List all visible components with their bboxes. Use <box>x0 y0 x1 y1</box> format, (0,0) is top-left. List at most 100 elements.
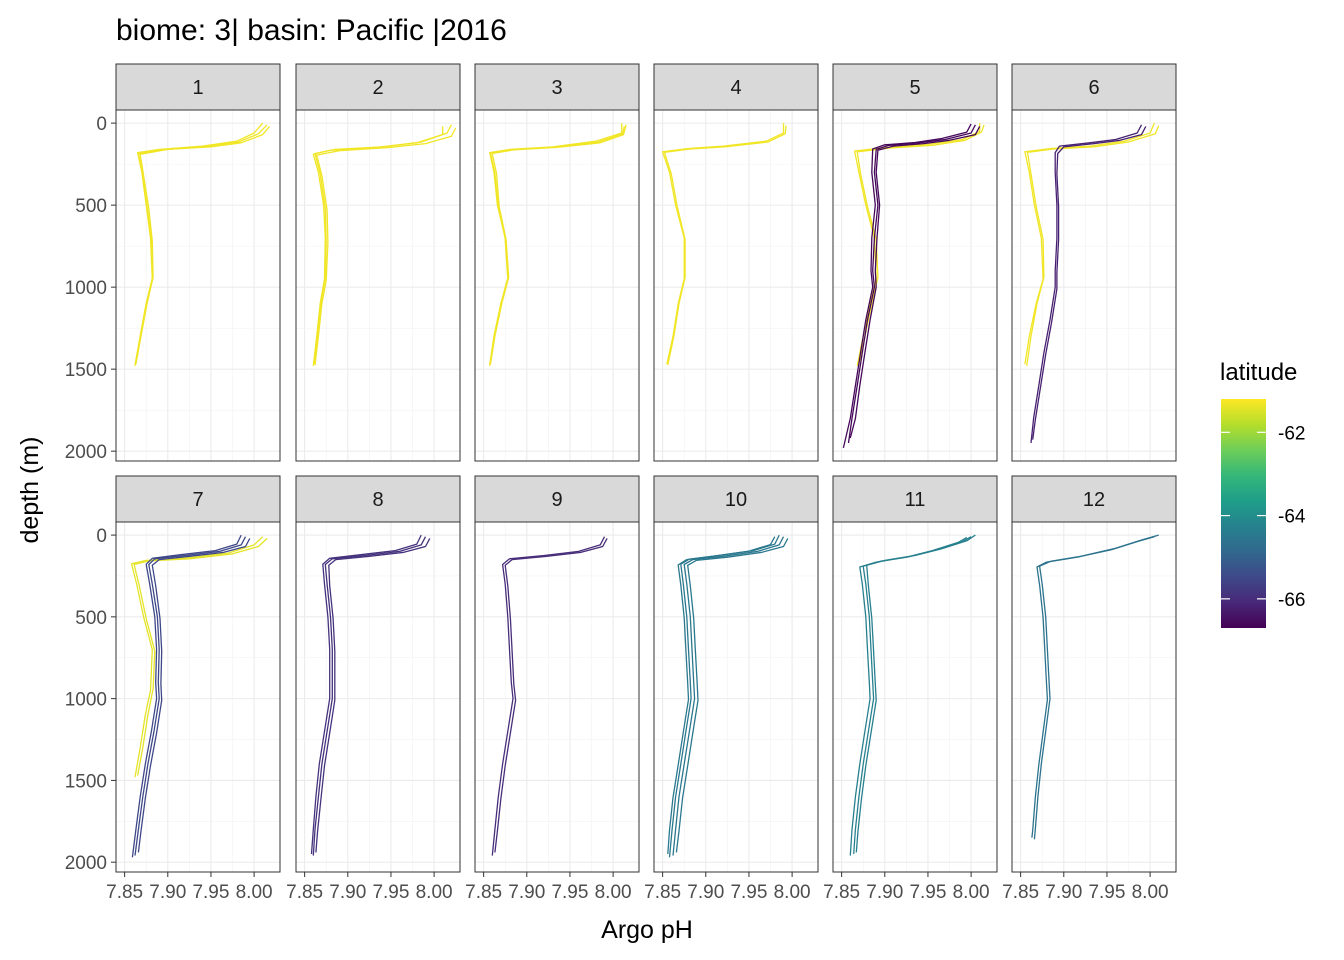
profile-line <box>134 536 247 856</box>
facet-strip <box>474 63 640 111</box>
panel-border <box>474 521 640 873</box>
panel-border <box>832 521 998 873</box>
legend: latitude -62 -64 -66 <box>1220 359 1306 628</box>
panel-background <box>833 522 997 872</box>
x-tick-label: 7.90 <box>149 882 186 903</box>
facet-strip <box>295 475 461 523</box>
profile-line <box>494 538 608 853</box>
facet-panel-5: 5 <box>832 63 998 462</box>
profile-line <box>661 123 785 365</box>
facet-strip-label: 11 <box>905 489 926 511</box>
x-tick-label: 8.00 <box>595 882 632 903</box>
y-tick-label: 1000 <box>65 690 107 711</box>
x-tick-label: 8.00 <box>416 882 453 903</box>
x-tick-label: 7.90 <box>329 882 366 903</box>
legend-title: latitude <box>1220 359 1297 386</box>
facet-panel-10: 10 7.85 7.90 7.95 8.00 <box>644 475 819 903</box>
facet-strip-label: 7 <box>192 489 203 511</box>
facet-panel-6: 6 <box>1011 63 1177 462</box>
facet-strip <box>1011 475 1177 523</box>
panel-background <box>116 110 280 461</box>
gridlines <box>1012 110 1176 461</box>
profile-line <box>1024 122 1155 365</box>
chart-title: biome: 3| basin: Pacific |2016 <box>116 14 507 47</box>
facet-panel-9: 9 7.85 7.90 7.95 8.00 <box>465 475 640 903</box>
x-tick-label: 7.85 <box>465 882 502 903</box>
facet-strip-label: 10 <box>725 489 747 511</box>
y-tick-label: 2000 <box>65 442 107 463</box>
profile-line <box>1032 126 1147 440</box>
profile-line <box>133 537 268 776</box>
facet-strip <box>832 475 998 523</box>
x-tick-label: 7.90 <box>866 882 903 903</box>
x-tick-label: 7.85 <box>106 882 143 903</box>
profile-line <box>853 123 981 367</box>
x-tick-label: 8.00 <box>1132 882 1169 903</box>
panel-border <box>1011 109 1177 462</box>
profile-line <box>315 538 431 853</box>
panel-background <box>116 522 280 872</box>
profile-line <box>1030 124 1143 444</box>
facet-panel-8: 8 7.85 7.90 7.95 8.00 <box>286 475 461 903</box>
panel-background <box>296 110 460 461</box>
legend-ticks: -62 -64 -66 <box>1221 423 1306 611</box>
profile-line <box>663 125 787 366</box>
profile-line <box>134 124 268 366</box>
profile-line <box>847 124 976 444</box>
panel-background <box>475 522 639 872</box>
gridlines <box>475 110 639 461</box>
facet-panel-11: 11 7.85 7.90 7.95 8.00 <box>823 475 998 903</box>
panel-background <box>654 522 818 872</box>
y-tick-label: 500 <box>75 196 107 217</box>
panel-background <box>296 522 460 872</box>
panel-border <box>295 521 461 873</box>
facet-panel-7: 7 0 500 1000 1500 2000 7.85 7.90 7.95 8.00 <box>65 475 281 903</box>
x-tick-label: 7.90 <box>687 882 724 903</box>
profile-line <box>491 536 606 856</box>
facet-strip-label: 9 <box>551 489 562 511</box>
facet-strip-label: 8 <box>372 489 383 511</box>
x-tick-label: 7.95 <box>372 882 409 903</box>
x-axis-title: Argo pH <box>601 916 693 944</box>
x-tick-label: 7.85 <box>823 882 860 903</box>
profile-line <box>312 536 427 856</box>
profile-line <box>672 536 785 856</box>
facet-strip <box>832 63 998 111</box>
profile-line <box>667 536 776 855</box>
x-tick-label: 7.90 <box>508 882 545 903</box>
profile-line <box>675 538 789 853</box>
panel-border <box>653 109 819 462</box>
x-tick-label: 8.00 <box>953 882 990 903</box>
gridlines <box>833 110 997 461</box>
x-tick-label: 7.95 <box>192 882 229 903</box>
panel-background <box>1012 110 1176 461</box>
profile-line <box>314 127 457 366</box>
facet-strip-label: 2 <box>372 77 383 99</box>
facet-strip-label: 3 <box>551 77 562 99</box>
gridlines <box>296 110 460 461</box>
x-tick-label: 8.00 <box>774 882 811 903</box>
facet-strip-label: 1 <box>192 77 203 99</box>
panel-background <box>654 110 818 461</box>
facet-strip-label: 12 <box>1083 489 1105 511</box>
legend-tick-label: -62 <box>1278 423 1305 444</box>
y-axis-title: depth (m) <box>16 437 44 544</box>
panel-border <box>295 109 461 462</box>
y-tick-label: 0 <box>96 526 107 547</box>
gridlines <box>833 522 997 872</box>
x-tick-label: 7.95 <box>730 882 767 903</box>
legend-tick-label: -66 <box>1278 590 1305 611</box>
facet-strip <box>653 63 819 111</box>
facet-panel-4: 4 <box>653 63 819 462</box>
profile-line <box>849 126 981 439</box>
facet-strip-label: 5 <box>909 77 920 99</box>
y-tick-label: 0 <box>96 114 107 135</box>
profile-line <box>130 536 264 778</box>
x-tick-label: 7.95 <box>1088 882 1125 903</box>
panel-border <box>115 109 281 462</box>
facet-panel-1: 1 0 500 1000 1500 2000 <box>65 63 281 463</box>
facet-strip <box>1011 63 1177 111</box>
profile-line <box>137 538 251 853</box>
